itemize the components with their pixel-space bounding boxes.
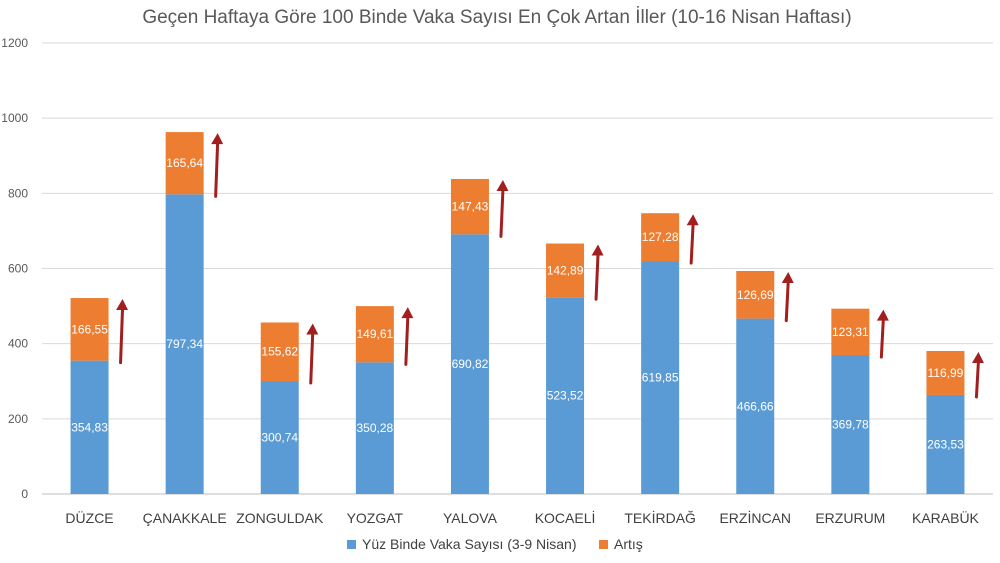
- data-label-increase: 116,99: [928, 366, 964, 380]
- bar-increase-1: [70, 298, 109, 361]
- arrow-shaft: [404, 314, 410, 366]
- arrow-up-icon: [116, 299, 129, 311]
- bar-base-5: [450, 234, 489, 494]
- bar-increase-2: [165, 132, 204, 195]
- arrow-up-icon: [306, 323, 319, 335]
- arrow-up-icon: [591, 244, 604, 256]
- bar-base-8: [736, 318, 775, 494]
- data-label-base: 263,53: [927, 437, 964, 451]
- bars: 354,83 166,55 797,34 165,64 300,74 155,62 350,…: [70, 132, 965, 494]
- legend-label-2: Artış: [614, 536, 643, 552]
- data-label-base: 350,28: [356, 421, 393, 435]
- bar-base-9: [831, 355, 870, 494]
- data-label-increase: 165,64: [166, 156, 203, 170]
- y-tick-label: 800: [8, 186, 28, 200]
- y-tick-label: 0: [21, 487, 28, 501]
- x-category-label: ÇANAKKALE: [143, 510, 227, 526]
- bar-base-1: [70, 360, 109, 494]
- legend: Yüz Binde Vaka Sayısı (3-9 Nisan) Artış: [347, 536, 643, 552]
- bar-base-10: [926, 394, 965, 494]
- arrow-shaft: [974, 359, 980, 399]
- data-label-base: 523,52: [547, 389, 584, 403]
- bar-increase-8: [736, 270, 775, 319]
- arrow-up-icon: [401, 307, 414, 319]
- data-label-base: 797,34: [166, 337, 203, 351]
- data-label-base: 690,82: [452, 357, 489, 371]
- x-category-label: YOZGAT: [347, 510, 404, 526]
- data-label-increase: 147,43: [452, 200, 489, 214]
- data-label-increase: 123,31: [832, 325, 869, 339]
- arrow-up-icon: [496, 179, 509, 191]
- bar-increase-3: [260, 322, 299, 381]
- bar-increase-9: [831, 308, 870, 356]
- x-category-label: ERZİNCAN: [719, 509, 791, 526]
- arrow-shaft: [119, 306, 125, 365]
- data-label-increase: 127,28: [642, 230, 679, 244]
- data-label-base: 354,83: [71, 420, 108, 434]
- data-label-base: 300,74: [261, 430, 298, 444]
- y-tick-label: 400: [8, 337, 28, 351]
- bar-increase-6: [546, 243, 585, 298]
- data-label-increase: 155,62: [261, 345, 298, 359]
- x-axis-categories: DÜZCE ÇANAKKALE ZONGULDAK YOZGAT YALOVA KOCAE…: [65, 509, 979, 526]
- x-category-label: KOCAELİ: [535, 509, 596, 526]
- chart-title: Geçen Haftaya Göre 100 Binde Vaka Sayısı…: [142, 7, 851, 28]
- data-label-increase: 126,69: [737, 288, 774, 302]
- data-label-increase: 142,89: [547, 263, 584, 277]
- y-tick-label: 1000: [1, 111, 28, 125]
- data-label-base: 619,85: [642, 371, 679, 385]
- bar-increase-10: [926, 350, 965, 395]
- arrow-shaft: [879, 317, 885, 359]
- arrow-up-icon: [781, 271, 794, 283]
- x-category-label: ERZURUM: [815, 510, 885, 526]
- arrow-shaft: [689, 221, 695, 265]
- data-label-base: 369,78: [832, 418, 869, 432]
- data-label-increase: 166,55: [71, 322, 108, 336]
- arrow-shaft: [214, 140, 220, 198]
- legend-swatch-1: [347, 540, 356, 549]
- bar-base-2: [165, 194, 204, 494]
- bar-increase-4: [355, 306, 394, 363]
- bar-base-7: [641, 261, 680, 494]
- increase-arrows: [116, 133, 984, 399]
- y-tick-label: 600: [8, 262, 28, 276]
- bar-base-3: [260, 380, 299, 494]
- arrow-shaft: [784, 279, 790, 323]
- legend-swatch-2: [599, 540, 608, 549]
- arrow-up-icon: [211, 133, 224, 145]
- legend-label-1: Yüz Binde Vaka Sayısı (3-9 Nisan): [362, 536, 577, 552]
- bar-base-6: [546, 297, 585, 494]
- arrow-shaft: [499, 187, 505, 238]
- data-label-base: 466,66: [737, 399, 774, 413]
- x-category-label: YALOVA: [443, 510, 498, 526]
- x-category-label: ZONGULDAK: [236, 510, 324, 526]
- arrow-shaft: [309, 330, 315, 385]
- bar-base-4: [355, 362, 394, 494]
- x-category-label: TEKİRDAĞ: [624, 509, 696, 526]
- data-label-increase: 149,61: [356, 327, 393, 341]
- bar-increase-5: [450, 178, 489, 235]
- y-tick-label: 1200: [1, 36, 28, 50]
- bar-increase-7: [641, 213, 680, 262]
- arrow-up-icon: [686, 214, 699, 226]
- y-tick-label: 200: [8, 412, 28, 426]
- arrow-up-icon: [971, 351, 984, 363]
- y-axis-ticks: 0 200 400 600 800 1000 1200: [1, 36, 28, 501]
- arrow-up-icon: [876, 309, 889, 321]
- x-category-label: KARABÜK: [912, 509, 980, 526]
- arrow-shaft: [594, 252, 600, 301]
- x-category-label: DÜZCE: [65, 509, 113, 526]
